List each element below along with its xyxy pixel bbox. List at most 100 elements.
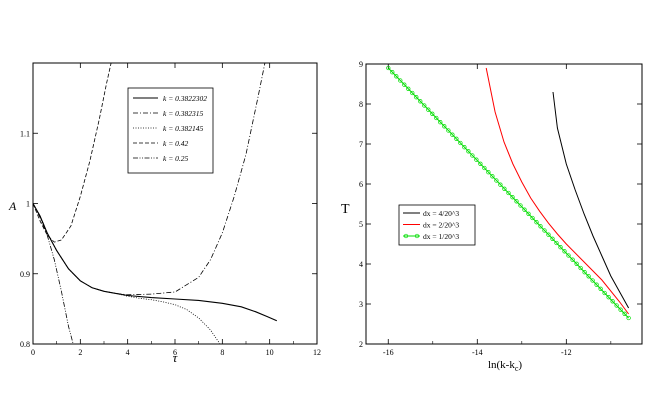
- right-series-marker: [574, 261, 579, 266]
- right-y-tick-label: 8: [359, 100, 363, 109]
- right-y-tick-label: 7: [359, 140, 363, 149]
- left-legend-label: k = 0.25: [163, 154, 189, 163]
- right-y-tick-label: 3: [359, 300, 363, 309]
- right-series-marker: [478, 161, 483, 166]
- right-series-marker: [522, 207, 527, 212]
- right-series-marker: [622, 311, 627, 316]
- right-series-marker: [558, 245, 563, 250]
- right-series-marker: [610, 299, 615, 304]
- right-x-axis-label-sub: c: [515, 364, 519, 373]
- right-series-marker: [402, 82, 407, 87]
- left-x-tick-label: 6: [173, 348, 177, 357]
- right-series-marker: [602, 290, 607, 296]
- right-y-tick-label: 2: [359, 340, 363, 349]
- right-y-axis-label: T: [341, 202, 350, 217]
- right-x-tick-label: -16: [383, 348, 394, 357]
- right-series-marker: [490, 174, 495, 179]
- left-x-tick-label: 10: [266, 348, 274, 357]
- left-x-tick-label: 2: [78, 348, 82, 357]
- right-series-marker: [422, 103, 427, 108]
- left-y-tick-label: 1: [26, 200, 30, 209]
- right-series-marker: [474, 157, 479, 162]
- right-chart: -16 -14 -12 2 3 4 5 6 7 8 9 ln(k-kc) T dx = 4/20^3…: [341, 60, 643, 373]
- right-series-marker: [538, 224, 543, 229]
- right-series-marker: [462, 145, 467, 150]
- left-legend-box: [127, 87, 214, 174]
- right-plot-frame: [365, 63, 643, 345]
- right-axis-ticks: -16 -14 -12 2 3 4 5 6 7 8 9: [359, 60, 642, 357]
- right-series-marker: [590, 278, 595, 283]
- right-series-line-2: [387, 67, 629, 319]
- right-series-marker: [594, 282, 599, 287]
- right-series-marker: [578, 265, 583, 271]
- right-series-marker: [438, 120, 443, 125]
- right-series-marker: [626, 315, 631, 321]
- right-legend-items: dx = 4/20^3 dx = 2/20^3 dx = 1/20^3: [403, 209, 459, 241]
- left-legend-label: k = 0.382315: [163, 109, 204, 118]
- right-series-marker: [554, 240, 559, 246]
- right-series-marker: [446, 128, 451, 133]
- right-series-marker: [546, 232, 551, 237]
- left-axis-ticks: 0 2 4 6 8 10 12 0.8 0.9 1 1.1: [20, 63, 321, 357]
- right-series-marker: [550, 236, 555, 241]
- right-y-tick-label: 5: [359, 220, 363, 229]
- right-legend-label: dx = 2/20^3: [423, 221, 459, 230]
- right-x-axis-label-end: ): [518, 359, 522, 371]
- left-legend: k = 0.3822302 k = 0.382315 k = 0.382145 k =…: [127, 87, 214, 174]
- right-series-marker: [618, 307, 623, 312]
- right-x-tick-label: -14: [472, 348, 483, 357]
- right-y-tick-label: 6: [359, 180, 363, 189]
- right-series-marker: [566, 253, 571, 258]
- right-series-marker: [542, 228, 547, 233]
- right-series-marker: [514, 199, 519, 204]
- right-series-marker: [434, 115, 439, 121]
- right-series-marker: [386, 65, 391, 71]
- right-series-marker: [394, 74, 399, 79]
- right-series-marker: [502, 186, 507, 191]
- left-y-tick-label: 1.1: [20, 129, 30, 138]
- right-series-marker: [414, 95, 419, 100]
- right-legend: dx = 4/20^3 dx = 2/20^3 dx = 1/20^3: [398, 204, 476, 246]
- right-series-marker: [470, 153, 475, 158]
- left-x-axis-label: τ: [173, 350, 179, 365]
- right-series-group: [386, 65, 631, 321]
- left-series-line-4: [33, 203, 74, 344]
- left-series-line-2: [33, 203, 221, 344]
- right-series-line-0: [552, 91, 630, 309]
- right-series-line-1: [485, 67, 630, 315]
- right-series-marker: [506, 190, 511, 196]
- right-series-marker: [466, 149, 471, 154]
- right-series-marker: [494, 178, 499, 183]
- right-series-marker: [486, 170, 491, 175]
- right-x-axis-label: ln(k-kc): [488, 359, 522, 373]
- right-series-marker: [526, 211, 531, 216]
- right-series-marker: [614, 303, 619, 308]
- right-series-marker: [430, 111, 435, 116]
- left-x-tick-label: 0: [31, 348, 35, 357]
- right-series-marker: [418, 99, 423, 104]
- left-y-tick-label: 0.8: [20, 340, 30, 349]
- right-series-marker: [482, 165, 487, 171]
- right-series-marker: [530, 215, 535, 221]
- right-series-marker: [426, 107, 431, 112]
- left-legend-label: k = 0.3822302: [163, 94, 207, 103]
- right-series-marker: [510, 195, 515, 200]
- right-series-marker: [458, 140, 463, 146]
- left-x-tick-label: 4: [126, 348, 130, 357]
- left-x-tick-label: 12: [313, 348, 321, 357]
- right-y-tick-label: 9: [359, 60, 363, 69]
- right-legend-marker: [403, 233, 409, 239]
- right-series-marker: [598, 286, 603, 291]
- left-legend-items: k = 0.3822302 k = 0.382315 k = 0.382145 k =…: [133, 94, 207, 163]
- right-series-marker: [518, 203, 523, 208]
- right-legend-label: dx = 4/20^3: [423, 209, 459, 218]
- right-series-marker: [606, 295, 611, 300]
- right-y-tick-label: 4: [359, 260, 363, 269]
- right-series-marker: [442, 124, 447, 129]
- right-series-marker: [390, 70, 395, 75]
- right-series-marker: [534, 220, 539, 225]
- right-series-marker: [398, 78, 403, 83]
- right-series-marker: [410, 90, 415, 96]
